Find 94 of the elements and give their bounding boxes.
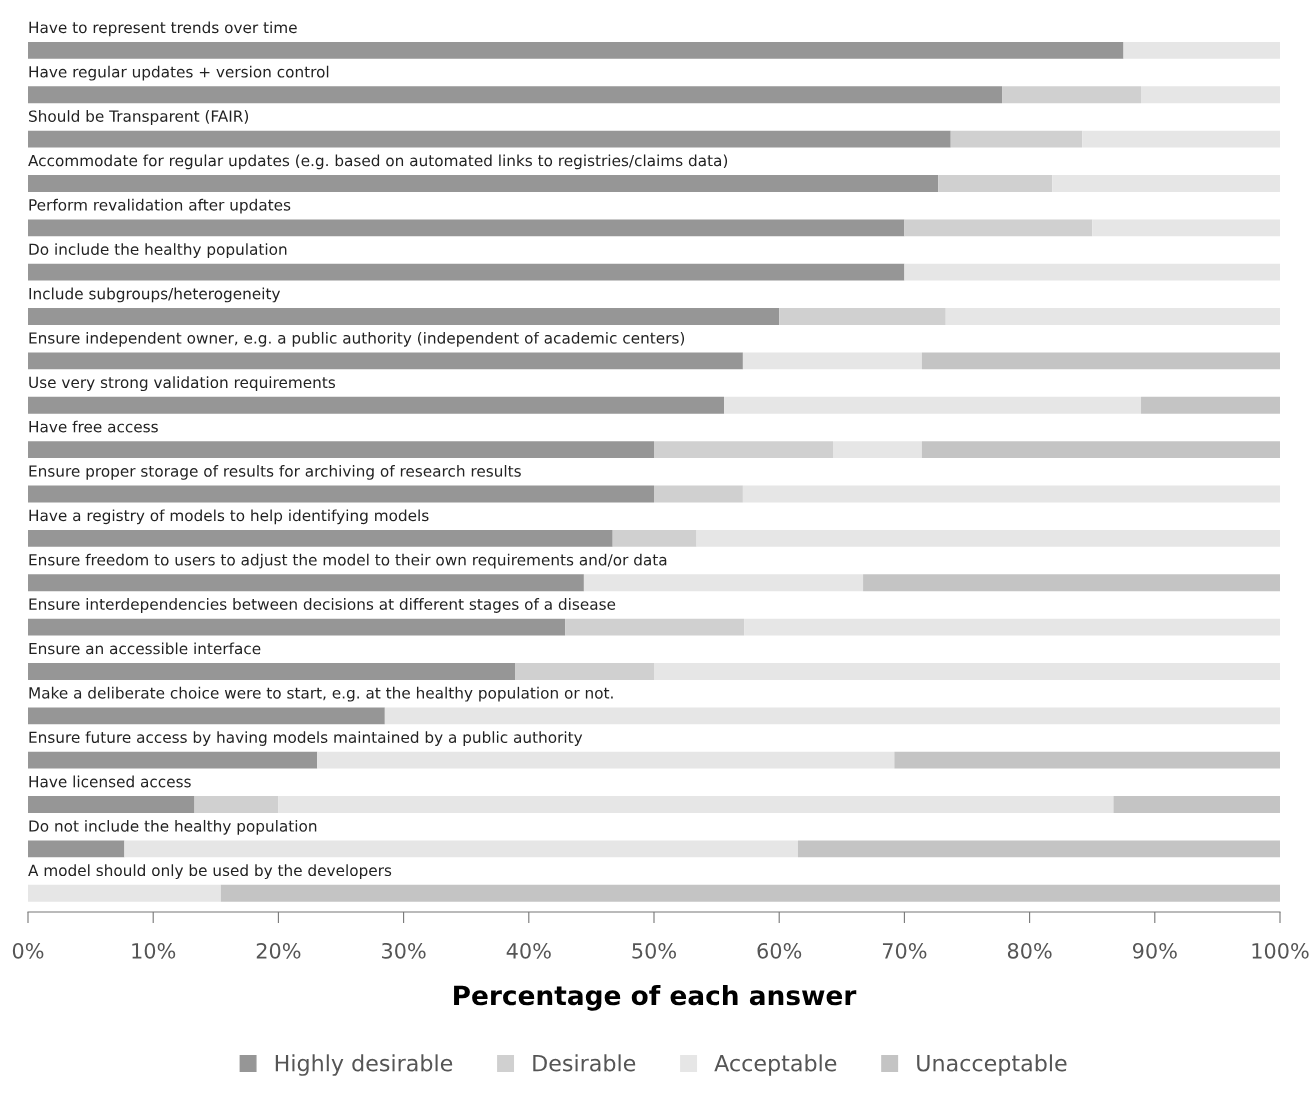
bar: [515, 663, 654, 680]
y-tick-label: Have regular updates + version control: [29, 65, 329, 81]
bar: [797, 840, 1280, 858]
bar: [950, 130, 1083, 148]
y-tick-label: Do not include the healthy population: [29, 819, 317, 835]
bar: [724, 396, 1142, 414]
x-tick-label: 10%: [132, 942, 176, 959]
bar: [1082, 130, 1280, 148]
y-tick-label: Have free access: [29, 420, 158, 433]
bar: [28, 618, 566, 636]
y-tick-label: Make a deliberate choice were to start, e.g. at the healthy population or not.: [29, 686, 613, 702]
bar: [921, 352, 1280, 370]
y-tick-label: Have to represent trends over time: [29, 21, 297, 37]
bar: [28, 41, 1124, 59]
legend-label: Desirable: [533, 1054, 636, 1072]
legend-label: Highly desirable: [275, 1054, 453, 1076]
x-tick-label: 90%: [1132, 942, 1177, 959]
bar: [28, 485, 654, 503]
y-tick-label: Perform revalidation after updates: [29, 198, 291, 214]
bar: [1123, 41, 1280, 59]
bar: [220, 884, 1280, 902]
bar: [833, 441, 922, 459]
bar: [124, 840, 798, 858]
bar: [28, 396, 725, 414]
bar: [565, 618, 745, 636]
y-tick-label: A model should only be used by the developers: [28, 864, 392, 880]
bar: [863, 574, 1280, 592]
bar: [28, 707, 385, 725]
y-tick-label: Include subgroups/heterogeneity: [29, 287, 281, 303]
x-tick-label: 50%: [632, 942, 676, 959]
x-tick-label: 40%: [506, 942, 551, 959]
bar: [904, 219, 1093, 237]
bar: [742, 352, 922, 370]
bar: [779, 308, 946, 325]
bar: [921, 441, 1280, 459]
bar: [894, 751, 1280, 769]
y-tick-label: Ensure proper storage of results for archiving of research results: [29, 465, 521, 480]
bar: [28, 219, 905, 237]
bar: [28, 751, 318, 769]
bar: [1002, 86, 1142, 104]
y-tick-label: Ensure an accessible interface: [29, 642, 261, 655]
bar: [654, 441, 834, 459]
x-tick-label: 60%: [757, 942, 802, 959]
legend-label: Acceptable: [714, 1054, 837, 1076]
bar: [278, 796, 1114, 813]
bar: [28, 574, 584, 592]
bar: [28, 663, 516, 680]
bar: [28, 796, 195, 813]
bar: [28, 175, 939, 192]
x-tick-label: 80%: [1007, 942, 1052, 959]
bar: [28, 308, 780, 325]
bar: [28, 884, 221, 902]
y-tick-label: Should be Transparent (FAIR): [29, 110, 249, 125]
x-tick-label: 100%: [1252, 942, 1309, 959]
bar: [28, 86, 1003, 104]
bar: [742, 485, 1280, 503]
bar: [28, 441, 654, 459]
y-tick-label: Ensure independent owner, e.g. a public authority (independent of academic centers): [29, 331, 685, 347]
y-tick-label: Have a registry of models to help identifying models: [29, 509, 429, 525]
x-tick-label: 70%: [882, 942, 927, 959]
bar: [1113, 796, 1280, 813]
bar: [1141, 396, 1280, 414]
y-tick-label: Use very strong validation requirements: [29, 376, 336, 392]
x-axis-title: Percentage of each answer: [454, 984, 857, 1011]
bar: [28, 840, 125, 858]
bar: [904, 263, 1280, 281]
bar: [612, 529, 697, 547]
legend-label: Unacceptable: [917, 1054, 1067, 1076]
bar: [28, 130, 951, 148]
bar: [194, 796, 279, 813]
bar: [654, 663, 1280, 680]
y-tick-label: Accommodate for regular updates (e.g. based on automated links to registries/claims data): [28, 154, 728, 170]
bar: [1092, 219, 1280, 237]
bar: [583, 574, 864, 592]
x-tick-label: 20%: [256, 942, 301, 959]
y-tick-label: Have licensed access: [29, 775, 191, 788]
y-tick-label: Ensure interdependencies between decisions at different stages of a disease: [29, 598, 616, 613]
bar: [317, 751, 895, 769]
bar: [384, 707, 1280, 725]
y-tick-label: Ensure freedom to users to adjust the model to their own requirements and/or data: [29, 553, 667, 569]
bar: [654, 485, 743, 503]
x-tick-label: 0%: [12, 942, 44, 959]
y-tick-label: Do include the healthy population: [29, 243, 287, 258]
bar: [28, 529, 613, 547]
x-tick-label: 30%: [382, 942, 426, 959]
bar: [28, 263, 905, 281]
bar: [696, 529, 1280, 547]
bar: [945, 308, 1280, 325]
bar: [744, 618, 1280, 636]
y-tick-label: Ensure future access by having models maintained by a public authority: [29, 731, 583, 746]
bar: [1141, 86, 1280, 104]
bar: [938, 175, 1053, 192]
bar: [1052, 175, 1280, 192]
bar: [28, 352, 743, 370]
